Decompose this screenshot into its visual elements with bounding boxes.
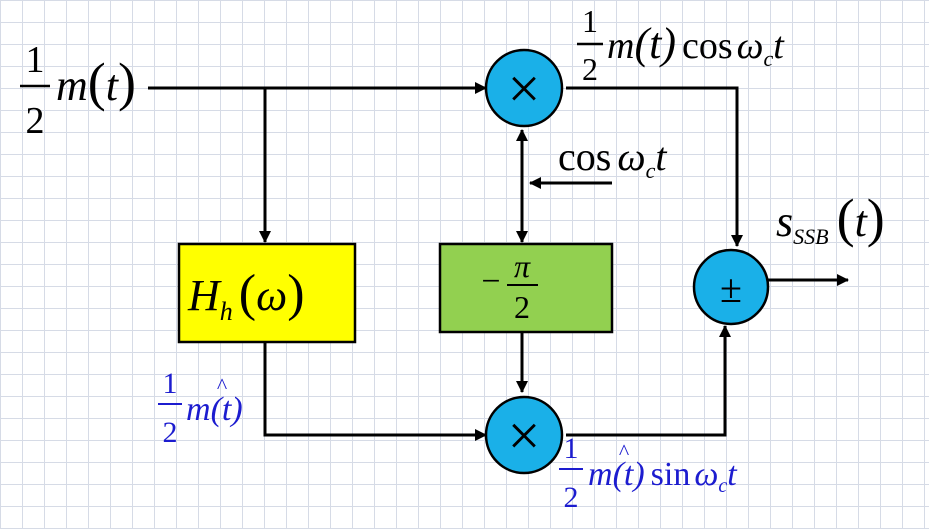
- phase-shifter-block: − π 2: [438, 242, 614, 334]
- input-signal: m(t): [56, 52, 136, 112]
- hilbert-out-frac-num: 1: [163, 367, 178, 400]
- bottom-out-frac-num: 1: [564, 432, 579, 465]
- top-multiplier: ×: [484, 48, 564, 128]
- signal-wires: [148, 82, 849, 441]
- hilbert-out-hat: ^: [217, 373, 228, 398]
- bottom-out-hat: ^: [619, 439, 630, 464]
- wire-top-multiplier-to-adder: [566, 86, 743, 247]
- bottom-multiplier: ×: [484, 395, 564, 475]
- adder-symbol: ±: [720, 266, 742, 311]
- carrier-expression: cos ωct: [558, 134, 667, 183]
- bottom-out-expression: m(t) sin ωct: [588, 456, 738, 497]
- hilbert-out-expression: m(t): [186, 391, 243, 428]
- adder-circle: [692, 248, 770, 326]
- top-output-frac-num: 1: [582, 3, 598, 39]
- bottom-output-label: 1 2 ^ m(t) sin ωct: [559, 432, 738, 514]
- adder: ±: [692, 248, 770, 326]
- hilbert-block-rect: [177, 242, 357, 344]
- input-frac-den: 2: [26, 100, 45, 142]
- phase-denominator: 2: [514, 289, 530, 325]
- phase-numerator: π: [514, 248, 531, 284]
- phase-sign: −: [481, 263, 500, 300]
- phase-shifter-rect: [438, 242, 614, 334]
- hilbert-output-label: 1 2 ^ m(t): [158, 367, 243, 449]
- hilbert-block: Hh (ω): [177, 242, 357, 344]
- bottom-multiplier-symbol: ×: [508, 403, 541, 468]
- carrier-label: cos ωct: [558, 134, 667, 183]
- output-expression: sSSB (t): [776, 188, 885, 249]
- input-label: 1 2 m(t): [20, 39, 136, 142]
- top-multiplier-symbol: ×: [508, 56, 541, 121]
- hilbert-block-label: Hh (ω): [187, 265, 305, 326]
- wire-hilbert-to-bottom-multiplier: [263, 342, 487, 441]
- top-output-label: 1 2 m(t) cos ωct: [577, 3, 785, 87]
- wire-bottom-multiplier-to-adder: [566, 325, 731, 437]
- top-output-expression: m(t) cos ωct: [607, 19, 785, 71]
- input-frac-num: 1: [26, 39, 45, 81]
- top-multiplier-circle: [484, 48, 564, 128]
- bottom-multiplier-circle: [484, 395, 564, 475]
- bottom-out-frac-den: 2: [564, 481, 579, 514]
- output-label: sSSB (t): [776, 188, 885, 249]
- top-output-frac-den: 2: [582, 51, 598, 87]
- hilbert-out-frac-den: 2: [163, 416, 178, 449]
